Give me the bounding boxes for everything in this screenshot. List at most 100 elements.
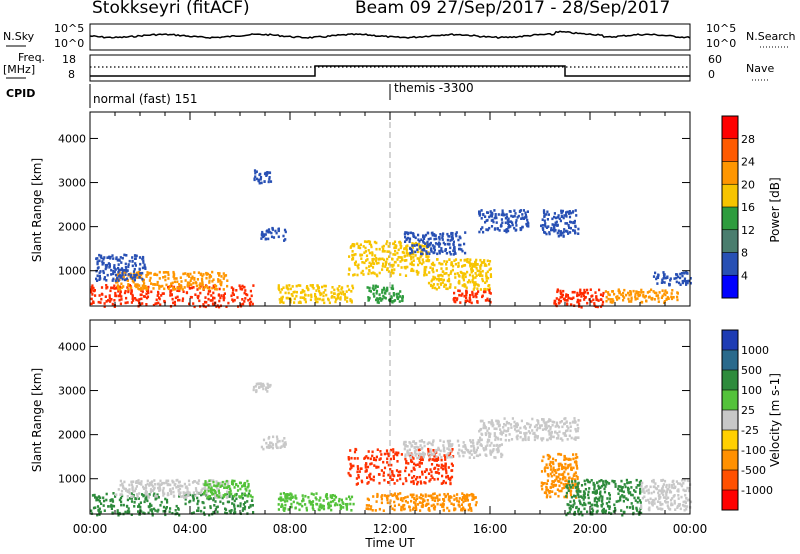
- power-data-cell: [668, 283, 671, 286]
- velocity-data-cell: [601, 497, 604, 501]
- velocity-data-cell: [444, 494, 448, 498]
- power-data-cell: [451, 235, 454, 239]
- power-data-cell: [127, 287, 130, 291]
- power-data-cell: [155, 298, 158, 302]
- velocity-data-cell: [442, 481, 445, 485]
- power-data-cell: [401, 296, 404, 299]
- power-data-cell: [266, 172, 269, 175]
- power-data-cell: [562, 216, 565, 220]
- velocity-data-cell: [347, 456, 350, 459]
- power-data-cell: [575, 214, 578, 217]
- velocity-data-cell: [236, 484, 240, 488]
- power-data-cell: [461, 265, 464, 268]
- power-data-cell: [611, 298, 614, 301]
- power-data-cell: [149, 271, 152, 275]
- power-data-cell: [507, 220, 510, 224]
- power-data-cell: [479, 288, 482, 291]
- power-data-cell: [114, 291, 117, 295]
- velocity-colorbar-label: Velocity [m s-1]: [768, 373, 782, 467]
- power-data-cell: [128, 284, 131, 287]
- velocity-data-cell: [515, 425, 519, 429]
- velocity-data-cell: [516, 434, 519, 438]
- power-data-cell: [243, 300, 246, 303]
- time-tick-label: 00:00: [73, 522, 108, 536]
- time-tick-label: 08:00: [273, 522, 308, 536]
- velocity-data-cell: [412, 479, 415, 483]
- power-data-cell: [440, 247, 443, 250]
- velocity-data-cell: [461, 498, 464, 501]
- velocity-data-cell: [638, 481, 641, 484]
- velocity-data-cell: [558, 489, 561, 493]
- velocity-data-cell: [219, 481, 222, 485]
- velocity-data-cell: [177, 508, 180, 511]
- velocity-data-cell: [439, 503, 442, 507]
- velocity-data-region: [203, 479, 254, 499]
- velocity-data-cell: [178, 495, 181, 498]
- velocity-data-cell: [684, 493, 687, 497]
- power-data-cell: [120, 282, 123, 286]
- power-data-cell: [469, 258, 472, 261]
- power-data-cell: [290, 293, 293, 296]
- power-data-cell: [259, 176, 263, 179]
- velocity-data-cell: [436, 463, 439, 467]
- power-data-cell: [202, 286, 205, 289]
- power-data-cell: [102, 261, 105, 265]
- power-data-cell: [108, 265, 111, 268]
- power-data-cell: [387, 245, 390, 248]
- power-data-cell: [138, 275, 141, 279]
- velocity-data-cell: [476, 441, 479, 444]
- velocity-data-cell: [438, 453, 441, 456]
- power-data-cell: [577, 293, 580, 297]
- power-data-cell: [621, 294, 625, 298]
- velocity-data-cell: [407, 462, 410, 465]
- velocity-data-cell: [563, 458, 566, 461]
- power-data-cell: [577, 227, 580, 231]
- velocity-data-cell: [548, 418, 551, 421]
- power-colorbar-tick-label: 28: [741, 133, 755, 146]
- velocity-data-cell: [436, 499, 439, 502]
- power-data-cell: [117, 263, 120, 266]
- velocity-data-cell: [389, 468, 392, 471]
- velocity-data-region: [277, 492, 355, 512]
- power-data-cell: [375, 262, 378, 265]
- velocity-data-cell: [552, 480, 555, 483]
- power-data-cell: [399, 246, 402, 250]
- velocity-data-cell: [445, 453, 448, 457]
- velocity-data-cell: [573, 510, 576, 514]
- power-data-cell: [143, 263, 146, 267]
- velocity-data-cell: [380, 497, 383, 501]
- velocity-data-cell: [107, 505, 110, 508]
- power-colorbar-segment: [722, 138, 738, 162]
- velocity-data-cell: [466, 493, 469, 497]
- velocity-data-cell: [448, 509, 451, 513]
- power-data-cell: [669, 279, 672, 282]
- velocity-data-cell: [205, 491, 208, 495]
- power-data-cell: [198, 299, 201, 303]
- power-data-cell: [104, 264, 107, 267]
- power-data-cell: [476, 292, 479, 295]
- power-data-cell: [447, 279, 450, 282]
- power-data-cell: [436, 252, 439, 256]
- velocity-data-cell: [449, 476, 452, 480]
- power-data-cell: [194, 293, 197, 296]
- power-data-cell: [212, 286, 216, 289]
- power-data-cell: [387, 270, 390, 273]
- power-data-cell: [140, 286, 143, 290]
- power-colorbar-segment: [722, 161, 738, 185]
- power-data-cell: [466, 270, 469, 274]
- velocity-data-cell: [226, 500, 229, 504]
- power-data-cell: [462, 272, 465, 275]
- power-data-cell: [460, 248, 463, 251]
- velocity-data-cell: [339, 507, 342, 510]
- velocity-data-cell: [661, 485, 665, 488]
- power-data-cell: [612, 299, 615, 303]
- velocity-data-cell: [345, 505, 348, 509]
- velocity-data-cell: [98, 507, 101, 511]
- velocity-data-cell: [272, 435, 275, 439]
- velocity-data-cell: [469, 439, 472, 442]
- power-data-cell: [613, 292, 616, 296]
- velocity-data-cell: [583, 503, 586, 506]
- velocity-data-cell: [209, 506, 212, 510]
- power-data-cell: [352, 273, 355, 277]
- velocity-data-cell: [165, 481, 168, 485]
